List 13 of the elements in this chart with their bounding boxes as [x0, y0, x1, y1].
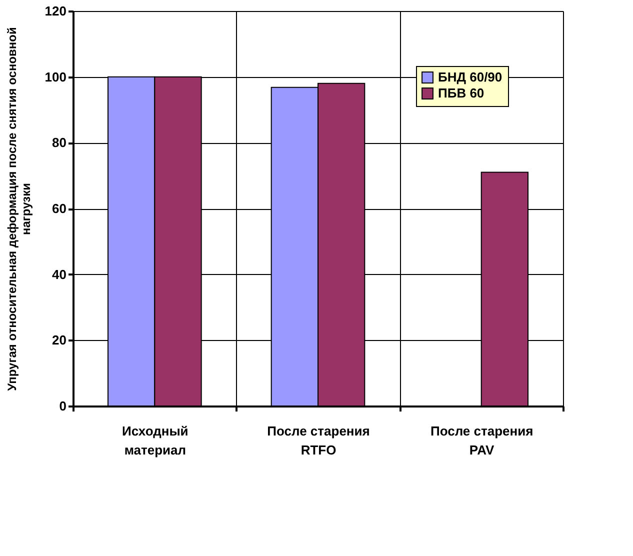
- legend-label: ПБВ 60: [438, 86, 484, 100]
- legend-label: БНД 60/90: [438, 70, 502, 84]
- x-tick-label: После старения RTFO: [267, 424, 370, 458]
- y-tick-label: 120: [44, 4, 66, 18]
- y-tick-label: 0: [59, 398, 66, 414]
- x-tick-label: После старения PAV: [430, 424, 534, 458]
- y-tick-label: 20: [52, 332, 66, 348]
- x-tick-label: Исходный материал: [122, 424, 188, 458]
- y-axis-title: Упругая относительная деформация после снятия основной нагрузки: [4, 27, 33, 391]
- y-tick-label: 40: [52, 266, 66, 282]
- y-tick-label: 60: [52, 201, 66, 216]
- y-tick-label: 80: [52, 135, 66, 150]
- y-tick-label: 100: [44, 69, 66, 84]
